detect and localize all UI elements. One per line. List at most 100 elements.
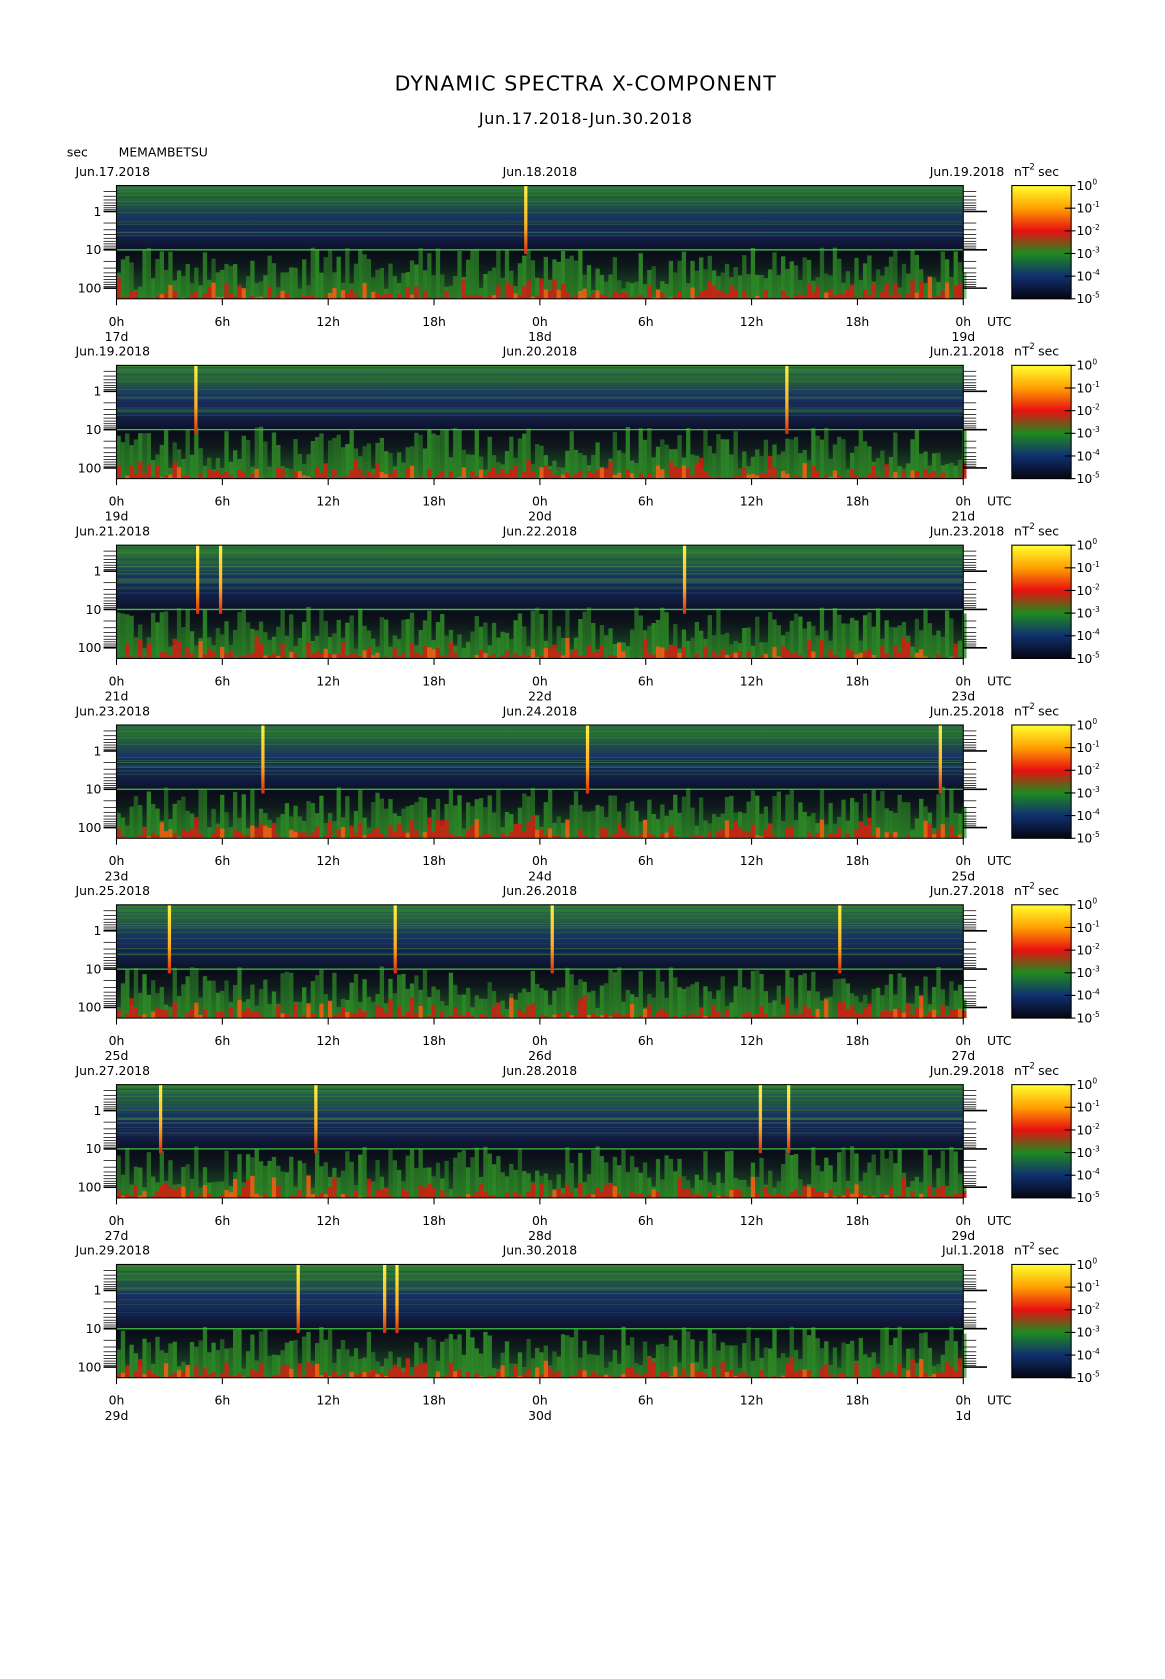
day-label: 20d [528, 509, 552, 524]
texture-col [207, 637, 212, 659]
unit: nT2 sec [1014, 522, 1059, 538]
texture-col [513, 620, 518, 659]
texture-col [293, 805, 298, 839]
texture-col [729, 285, 734, 299]
texture-col [267, 655, 272, 659]
texture-col [504, 282, 510, 299]
texture-col [893, 1337, 898, 1378]
texture-col [815, 991, 820, 1019]
texture-col [690, 475, 695, 479]
texture-col [789, 1192, 794, 1198]
texture-col [690, 287, 695, 299]
texture-col [763, 991, 769, 1019]
texture-col [496, 1156, 501, 1198]
texture-col [276, 626, 281, 659]
texture-col [509, 997, 514, 1019]
texture-col [569, 296, 574, 299]
texture-col [500, 631, 505, 659]
colorbar-label-base: 10 [1077, 178, 1093, 193]
texture-col [832, 1182, 838, 1198]
texture-col [237, 817, 242, 839]
texture-col [453, 276, 458, 299]
texture-col [595, 1355, 600, 1378]
texture-col [547, 788, 553, 839]
x-tick-label: 18h [422, 494, 446, 509]
texture-col [220, 1195, 225, 1198]
texture-col [910, 657, 915, 659]
texture-col [746, 466, 751, 479]
texture-col [586, 296, 592, 299]
texture-col [422, 448, 428, 479]
colorbar-label-base: 10 [1077, 583, 1093, 598]
texture-col [435, 1162, 441, 1198]
texture-col [440, 820, 445, 839]
texture-col [215, 296, 221, 299]
texture-col [742, 290, 747, 299]
texture-col [957, 1008, 963, 1019]
texture-col [263, 1194, 268, 1198]
texture-col [888, 456, 894, 479]
texture-col [409, 260, 415, 299]
x-tick-label: 12h [740, 673, 764, 688]
texture-col [698, 630, 704, 659]
texture-col [867, 446, 872, 479]
texture-col [358, 1196, 363, 1198]
texture-col [940, 1186, 945, 1198]
x-tick-label: 6h [214, 1033, 230, 1048]
texture-col [245, 827, 251, 839]
y-tick-label: 1 [94, 204, 102, 219]
texture-col [327, 1000, 333, 1019]
texture-col [189, 631, 195, 659]
texture-col [457, 1014, 462, 1019]
spike [550, 904, 554, 974]
colorbar-label-exponent: -4 [1092, 628, 1100, 637]
texture-col [750, 473, 756, 479]
texture-col [884, 266, 889, 299]
texture-col [133, 1185, 139, 1198]
colorbar-label-exponent: -4 [1092, 987, 1100, 996]
colorbar-label-exponent: -3 [1092, 605, 1100, 614]
texture-col [642, 1008, 648, 1019]
texture-col [893, 471, 898, 479]
texture-col [470, 825, 475, 839]
texture-col [133, 796, 139, 839]
texture-col [681, 988, 687, 1019]
texture-col [880, 450, 885, 479]
texture-col [414, 830, 419, 839]
texture-col [867, 649, 872, 659]
texture-col [504, 473, 510, 479]
texture-col [793, 294, 799, 299]
texture-col [547, 609, 553, 659]
texture-col [733, 821, 738, 839]
texture-col [875, 827, 881, 839]
texture-col [746, 801, 751, 839]
texture-col [763, 1376, 769, 1378]
texture-col [936, 1168, 941, 1198]
texture-col [388, 263, 393, 299]
texture-col [681, 796, 687, 839]
texture-col [133, 1166, 139, 1198]
texture-col [185, 264, 190, 299]
texture-col [673, 272, 678, 299]
texture-col [319, 1166, 324, 1198]
texture-col [737, 1179, 743, 1198]
texture-col [785, 996, 790, 1019]
texture-col [556, 1188, 561, 1198]
texture-col [931, 470, 937, 479]
texture-col [297, 1001, 303, 1019]
texture-col [560, 1192, 566, 1198]
texture-col [375, 827, 380, 839]
texture-col [940, 251, 945, 299]
texture-col [211, 282, 216, 299]
texture-col [129, 445, 134, 479]
texture-col [466, 802, 471, 839]
texture-col [828, 833, 833, 839]
texture-col [660, 647, 665, 659]
texture-col [871, 789, 876, 839]
texture-col [539, 613, 544, 659]
texture-col [944, 817, 950, 839]
texture-col [159, 1009, 164, 1019]
texture-col [746, 989, 751, 1019]
texture-col [431, 831, 436, 839]
texture-col [591, 1150, 596, 1198]
